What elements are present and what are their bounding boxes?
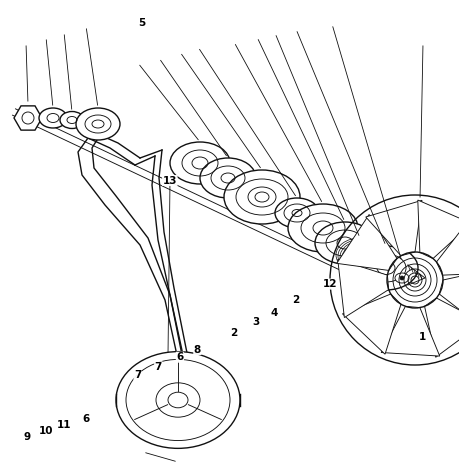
Ellipse shape [315, 222, 375, 264]
Text: 13: 13 [162, 175, 177, 186]
Polygon shape [338, 259, 389, 318]
Ellipse shape [200, 158, 256, 198]
Text: 6: 6 [83, 414, 90, 424]
Text: 3: 3 [252, 317, 260, 327]
Polygon shape [418, 200, 459, 258]
Text: 9: 9 [23, 432, 30, 442]
Polygon shape [337, 215, 397, 270]
Polygon shape [425, 298, 459, 357]
Polygon shape [366, 200, 422, 256]
Ellipse shape [76, 108, 120, 140]
Text: 4: 4 [271, 307, 278, 318]
Text: 7: 7 [155, 361, 162, 372]
Text: 11: 11 [57, 420, 72, 430]
Ellipse shape [39, 108, 67, 128]
Polygon shape [14, 106, 42, 130]
Ellipse shape [156, 383, 200, 417]
Ellipse shape [288, 204, 358, 252]
Polygon shape [342, 294, 401, 354]
Polygon shape [439, 269, 459, 326]
Ellipse shape [170, 142, 230, 184]
Ellipse shape [395, 273, 409, 283]
Ellipse shape [60, 112, 84, 129]
Polygon shape [381, 306, 440, 356]
Text: 1: 1 [419, 332, 426, 342]
Text: 12: 12 [323, 279, 338, 289]
Text: 2: 2 [230, 327, 238, 338]
Text: 6: 6 [176, 352, 184, 362]
Ellipse shape [400, 276, 404, 280]
Text: 7: 7 [134, 370, 141, 380]
Ellipse shape [116, 352, 240, 448]
Ellipse shape [354, 246, 418, 290]
Text: 2: 2 [292, 295, 300, 305]
Ellipse shape [275, 198, 319, 228]
Ellipse shape [224, 170, 300, 224]
Text: 8: 8 [194, 344, 201, 355]
Polygon shape [437, 220, 459, 275]
Text: 10: 10 [39, 426, 53, 437]
Text: 5: 5 [139, 18, 146, 28]
